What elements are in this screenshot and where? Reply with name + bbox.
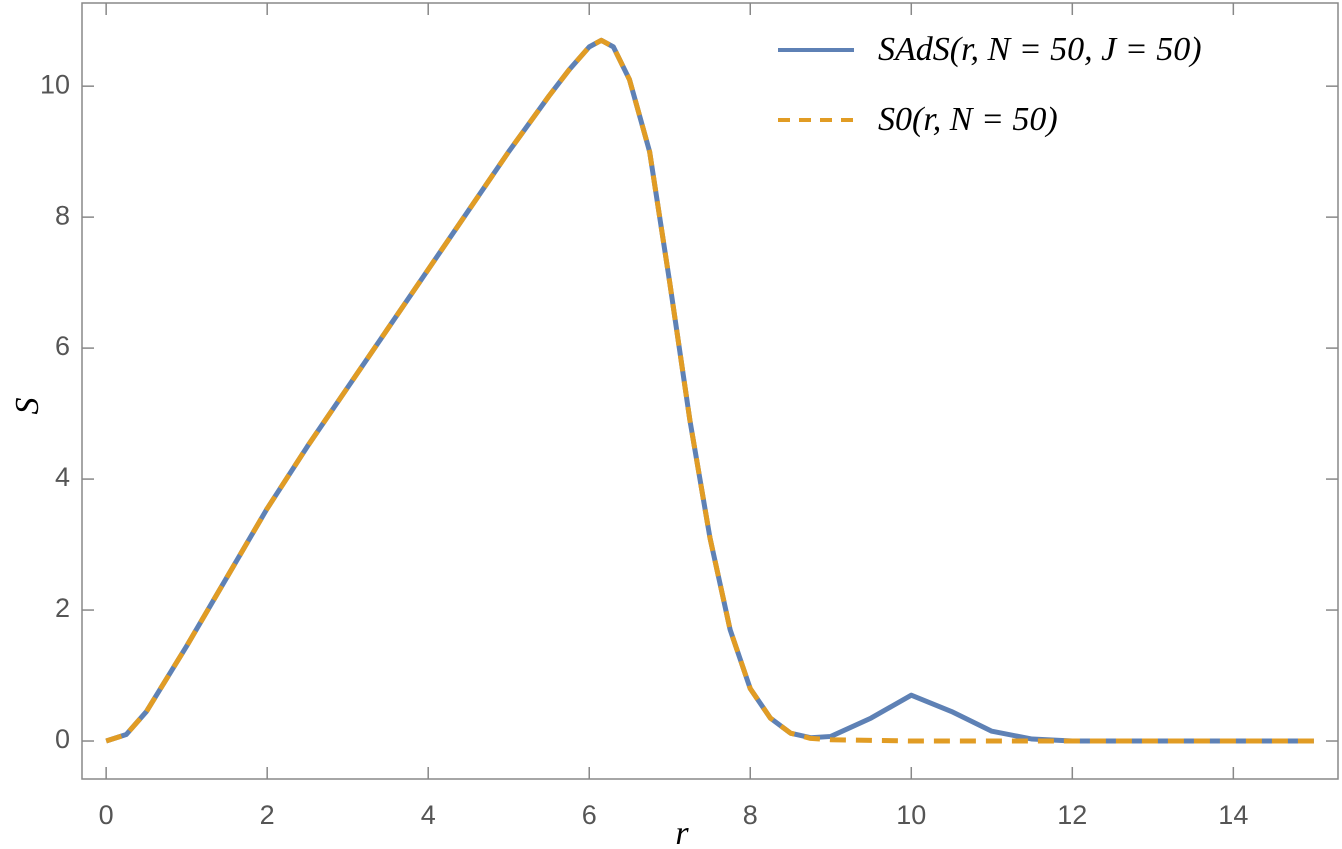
- series-line: [105, 37, 1314, 744]
- x-tick-label: 12: [1057, 800, 1087, 830]
- y-tick-label: 6: [55, 331, 70, 361]
- x-tick-label: 8: [743, 800, 758, 830]
- x-tick-label: 14: [1218, 800, 1248, 830]
- x-tick-label: 0: [99, 800, 114, 830]
- y-axis-label: S: [9, 398, 46, 415]
- y-tick-label: 2: [55, 593, 70, 623]
- x-axis-label: r: [675, 815, 689, 849]
- x-tick-label: 2: [260, 800, 275, 830]
- x-tick-label: 4: [421, 800, 436, 830]
- y-tick-label: 10: [40, 69, 70, 99]
- legend-label: S0(r, N = 50): [878, 101, 1058, 138]
- y-tick-label: 0: [55, 724, 70, 754]
- y-tick-label: 4: [55, 462, 70, 492]
- series-line: [105, 37, 1314, 744]
- x-tick-label: 6: [582, 800, 597, 830]
- x-tick-label: 10: [896, 800, 926, 830]
- legend-label: SAdS(r, N = 50, J = 50): [878, 31, 1202, 68]
- y-tick-label: 8: [55, 200, 70, 230]
- plot-frame: [81, 2, 1339, 780]
